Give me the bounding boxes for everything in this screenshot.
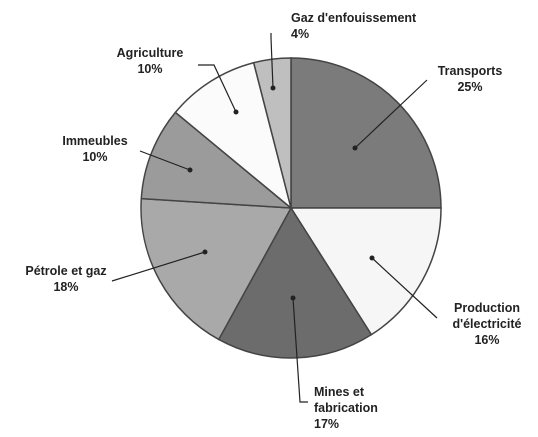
category-label: Agriculture xyxy=(116,46,184,60)
leader-line xyxy=(270,33,274,89)
leader-dot xyxy=(233,109,239,115)
leader-line xyxy=(139,150,191,171)
leader-line xyxy=(292,297,308,403)
category-label: Transports xyxy=(437,64,503,78)
leader-line xyxy=(111,251,206,282)
value-label: 10% xyxy=(137,62,163,76)
pie-slice xyxy=(289,207,442,336)
pie-slice xyxy=(217,206,373,359)
pie-slice xyxy=(140,111,294,209)
category-label: Pétrole et gaz xyxy=(25,264,107,278)
leader-dot xyxy=(202,249,208,255)
leader-line xyxy=(354,79,428,149)
slice-label: Transports 25% xyxy=(425,63,515,95)
value-label: 16% xyxy=(474,333,500,347)
value-label: 18% xyxy=(53,280,79,294)
slice-label: Gaz d'enfouissement 4% xyxy=(291,10,451,42)
category-label: Production d'électricité xyxy=(452,301,522,331)
value-label: 17% xyxy=(314,417,340,431)
slice-label: Production d'électricité 16% xyxy=(436,300,538,348)
leader-line xyxy=(371,257,438,319)
category-label: Gaz d'enfouissement xyxy=(291,11,417,25)
pie-slice xyxy=(290,57,442,209)
leader-dot xyxy=(290,295,296,301)
leader-dot xyxy=(270,85,276,91)
slice-label: Agriculture 10% xyxy=(100,45,200,77)
category-label: Immeubles xyxy=(62,134,128,148)
slice-label: Mines et fabrication 17% xyxy=(314,384,394,432)
slice-label: Immeubles 10% xyxy=(50,133,140,165)
pie-slice xyxy=(140,197,293,341)
slice-label: Pétrole et gaz 18% xyxy=(18,263,114,295)
leader-dot xyxy=(352,145,358,151)
pie-slice xyxy=(174,61,293,211)
leader-dot xyxy=(187,167,193,173)
value-label: 4% xyxy=(291,27,310,41)
value-label: 25% xyxy=(457,80,483,94)
value-label: 10% xyxy=(82,150,108,164)
category-label: Mines et fabrication xyxy=(314,385,378,415)
leader-line xyxy=(198,64,237,113)
leader-dot xyxy=(369,255,375,261)
